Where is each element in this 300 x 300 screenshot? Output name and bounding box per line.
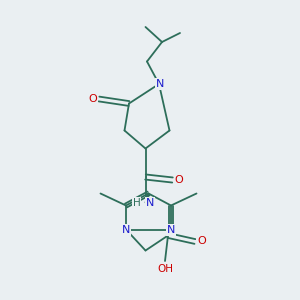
Text: O: O xyxy=(197,236,206,246)
Text: O: O xyxy=(88,94,97,104)
Text: N: N xyxy=(146,197,154,208)
Text: N: N xyxy=(156,79,165,89)
Text: H: H xyxy=(133,197,140,208)
Text: O: O xyxy=(175,175,184,185)
Text: N: N xyxy=(167,225,175,235)
Text: N: N xyxy=(122,225,130,235)
Text: OH: OH xyxy=(157,263,173,274)
